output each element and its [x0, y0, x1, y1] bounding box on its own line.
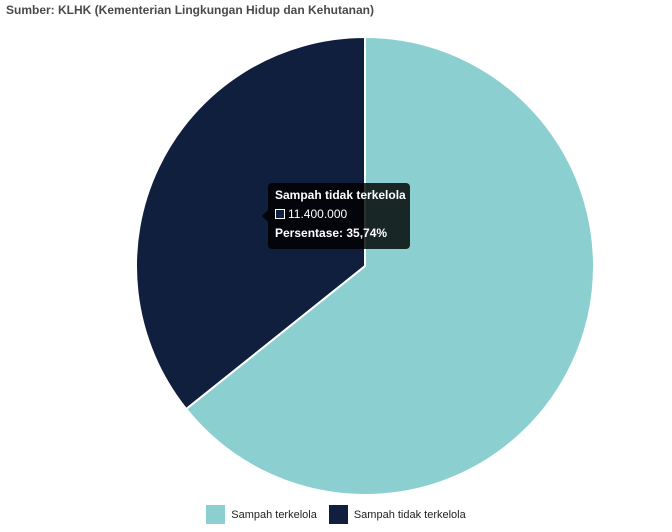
legend-item-sampah-tidak-terkelola[interactable]: Sampah tidak terkelola [328, 505, 466, 524]
tooltip-title: Sampah tidak terkelola [275, 188, 406, 202]
legend-label-sampah-tidak-terkelola: Sampah tidak terkelola [353, 508, 466, 521]
legend: Sampah terkelola Sampah tidak terkelola [0, 505, 672, 524]
tooltip-caret [262, 210, 268, 222]
legend-item-sampah-terkelola[interactable]: Sampah terkelola [206, 505, 317, 524]
tooltip-percentage: Persentase: 35,74% [275, 226, 388, 240]
legend-label-sampah-terkelola: Sampah terkelola [231, 508, 317, 521]
pie-slice-sampah-tidak-terkelola[interactable] [135, 35, 366, 411]
legend-swatch-sampah-terkelola [206, 505, 226, 524]
legend-swatch-sampah-tidak-terkelola [328, 505, 348, 524]
tooltip-value: 11.400.000 [288, 207, 348, 221]
tooltip-color-swatch [275, 209, 285, 219]
tooltip: Sampah tidak terkelola 11.400.000 Persen… [262, 183, 410, 249]
tooltip-value-row: 11.400.000 [275, 206, 403, 222]
pie-slice-sampah-terkelola[interactable] [184, 35, 595, 496]
pie-slices [135, 35, 595, 496]
chart-source: Sumber: KLHK (Kementerian Lingkungan Hid… [6, 3, 375, 17]
